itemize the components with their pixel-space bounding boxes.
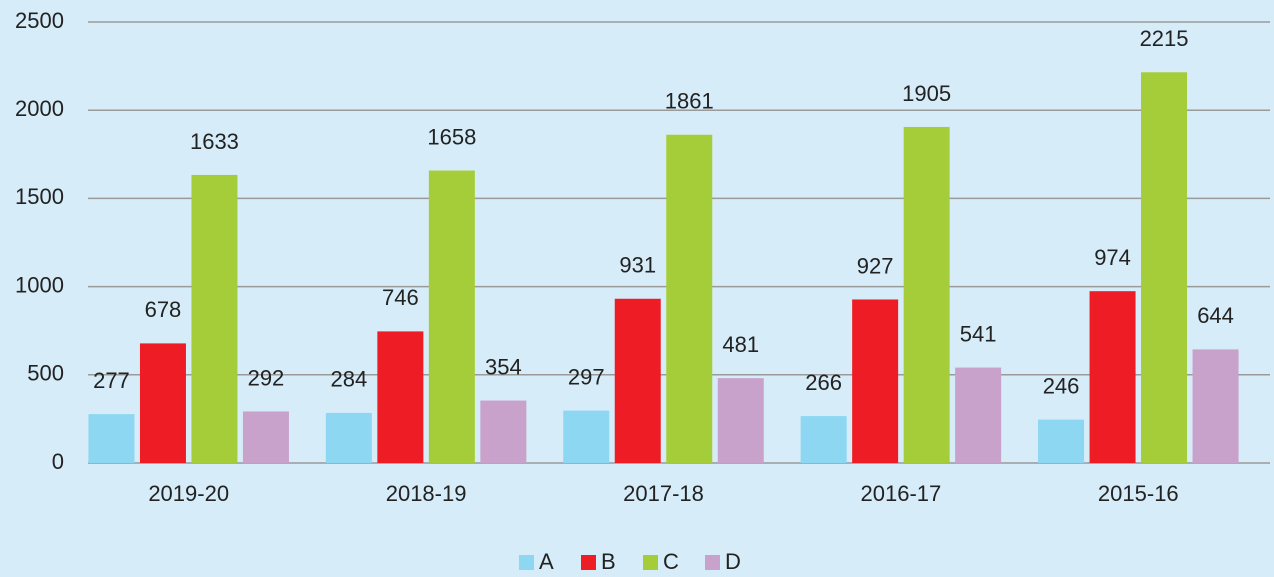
bar	[325, 412, 372, 463]
value-label: 2215	[1140, 26, 1189, 51]
value-label: 354	[485, 354, 522, 379]
value-label: 644	[1197, 303, 1234, 328]
value-label: 277	[93, 368, 130, 393]
legend-swatch	[581, 555, 596, 570]
value-label: 678	[145, 297, 182, 322]
value-label: 1861	[665, 89, 714, 114]
x-tick-label: 2016-17	[861, 481, 942, 506]
legend-label: C	[663, 549, 679, 574]
legend-label: A	[539, 549, 554, 574]
bar	[242, 411, 289, 463]
value-label: 541	[960, 321, 997, 346]
value-label: 297	[568, 364, 605, 389]
value-label: 974	[1094, 245, 1131, 270]
bar	[1089, 291, 1136, 463]
value-label: 266	[805, 370, 842, 395]
bar	[1141, 72, 1188, 464]
bar	[1038, 419, 1085, 463]
legend-swatch	[519, 555, 534, 570]
bar	[903, 126, 950, 463]
legend-label: D	[725, 549, 741, 574]
value-label: 927	[857, 253, 894, 278]
value-label: 246	[1043, 373, 1080, 398]
value-label: 931	[619, 253, 656, 278]
value-label: 746	[382, 285, 419, 310]
legend-swatch	[643, 555, 658, 570]
bar	[480, 400, 527, 463]
value-label: 284	[330, 367, 367, 392]
value-label: 481	[722, 332, 759, 357]
y-tick-label: 500	[27, 361, 64, 386]
value-label: 1633	[190, 129, 239, 154]
bar	[614, 298, 661, 463]
y-tick-label: 1500	[15, 184, 64, 209]
legend-swatch	[705, 555, 720, 570]
bar	[955, 367, 1002, 463]
value-label: 292	[248, 365, 285, 390]
x-tick-label: 2017-18	[623, 481, 704, 506]
bar	[88, 414, 135, 463]
x-tick-label: 2018-19	[386, 481, 467, 506]
bar	[191, 174, 238, 464]
bar	[563, 410, 610, 463]
y-tick-label: 1000	[15, 272, 64, 297]
x-tick-label: 2015-16	[1098, 481, 1179, 506]
y-tick-label: 2500	[15, 8, 64, 33]
bar	[666, 134, 713, 463]
bar	[377, 331, 424, 463]
bar	[428, 170, 475, 463]
bar	[717, 378, 764, 463]
bar	[852, 299, 899, 463]
x-tick-label: 2019-20	[148, 481, 229, 506]
value-label: 1658	[427, 124, 476, 149]
legend-label: B	[601, 549, 616, 574]
y-tick-label: 2000	[15, 96, 64, 121]
bar	[139, 343, 186, 463]
bar	[1192, 349, 1239, 463]
value-label: 1905	[902, 81, 951, 106]
y-tick-label: 0	[52, 449, 64, 474]
bar	[800, 416, 847, 463]
